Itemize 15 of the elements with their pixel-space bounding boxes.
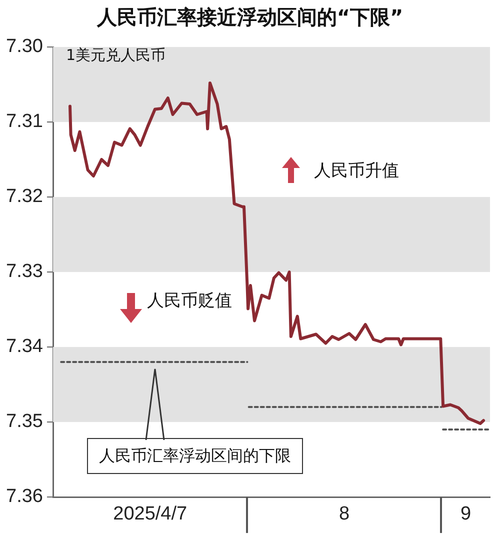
x-tick-label: 8 bbox=[339, 504, 350, 525]
y-tick-label: 7.35 bbox=[6, 411, 43, 432]
annotation: 人民币汇率浮动区间的下限 bbox=[87, 438, 303, 474]
annotation: 人民币贬值 bbox=[147, 290, 232, 312]
y-tick-label: 7.36 bbox=[6, 486, 43, 508]
y-tick-label: 7.33 bbox=[6, 261, 43, 282]
y-axis-title: 1美元兑人民币 bbox=[66, 46, 166, 65]
y-tick-label: 7.34 bbox=[6, 336, 44, 358]
chart-title: 人民币汇率接近浮动区间的“下限” bbox=[96, 4, 404, 31]
x-tick-label: 2025/4/7 bbox=[113, 504, 188, 525]
y-tick-label: 7.32 bbox=[6, 186, 43, 208]
x-tick-label: 9 bbox=[460, 504, 472, 525]
y-tick-label: 7.31 bbox=[6, 111, 43, 132]
annotation: 人民币升值 bbox=[314, 160, 399, 182]
y-tick-label: 7.30 bbox=[6, 36, 43, 58]
